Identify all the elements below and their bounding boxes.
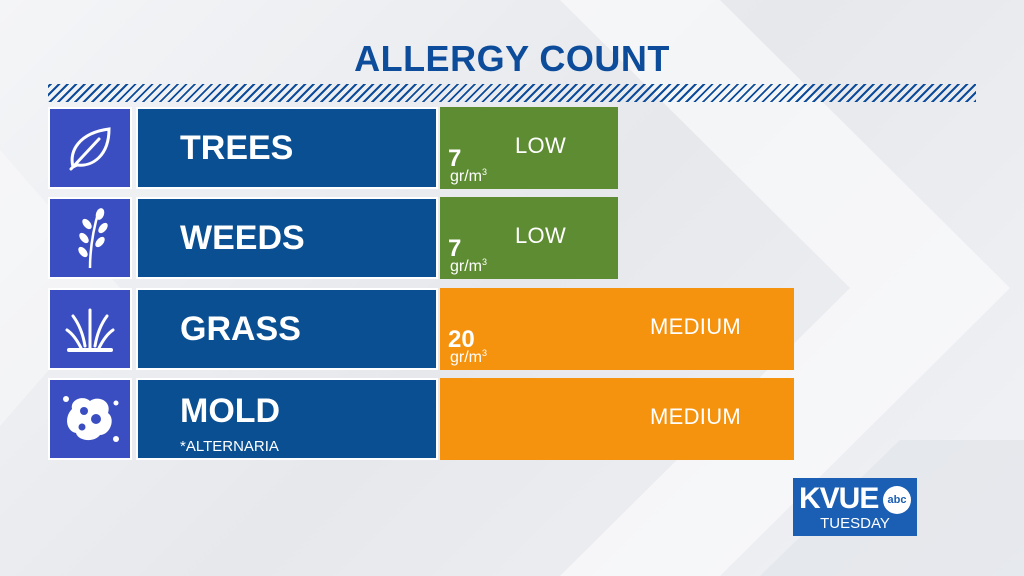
- allergen-name-box: WEEDS: [136, 197, 438, 279]
- allergen-name-box: GRASS: [136, 288, 438, 370]
- allergen-name: GRASS: [180, 310, 301, 348]
- level-bar: 7 gr/m3 LOW: [440, 107, 618, 189]
- logo-day: TUESDAY: [820, 515, 890, 532]
- icon-tile: [48, 197, 132, 279]
- level-label: MEDIUM: [650, 314, 742, 339]
- icon-tile: [48, 288, 132, 370]
- network-logo: abc: [883, 486, 911, 514]
- grass-tuft-icon: [65, 308, 115, 352]
- pollen-count: 7: [448, 145, 462, 172]
- allergen-name: TREES: [180, 129, 294, 167]
- pollen-unit: gr/m3: [450, 167, 488, 185]
- level-bar: MEDIUM: [440, 378, 794, 460]
- allergen-name: WEEDS: [180, 219, 305, 257]
- icon-tile: [48, 107, 132, 189]
- allergen-subname: *ALTERNARIA: [180, 438, 279, 455]
- pollen-unit: gr/m3: [450, 348, 488, 366]
- pollen-count: 7: [448, 235, 462, 262]
- allergen-name-box: MOLD *ALTERNARIA: [136, 378, 438, 460]
- pollen-count: 20: [448, 326, 475, 353]
- mold-spore-icon: [63, 396, 119, 442]
- leaf-icon: [69, 127, 111, 171]
- icon-tile: [48, 378, 132, 460]
- station-logo: KVUE abc TUESDAY: [793, 478, 917, 536]
- pollen-unit: gr/m3: [450, 257, 488, 275]
- hatched-divider: [48, 84, 976, 102]
- level-label: MEDIUM: [650, 404, 742, 429]
- allergen-name-box: TREES: [136, 107, 438, 189]
- logo-brand: KVUE: [799, 482, 879, 515]
- allergen-name: MOLD: [180, 392, 281, 430]
- weed-sprig-icon: [78, 208, 108, 269]
- level-bar: 7 gr/m3 LOW: [440, 197, 618, 279]
- page-title: ALLERGY COUNT: [354, 38, 670, 79]
- level-label: LOW: [515, 223, 567, 248]
- level-bar: 20 gr/m3 MEDIUM: [440, 288, 794, 370]
- level-label: LOW: [515, 133, 567, 158]
